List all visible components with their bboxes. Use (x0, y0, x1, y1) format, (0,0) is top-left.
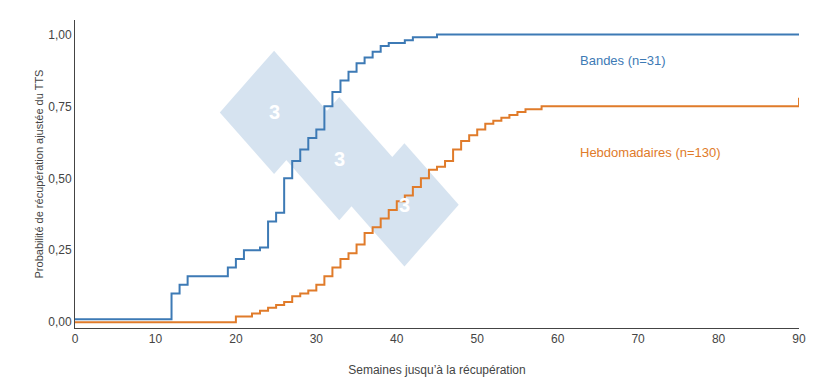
svg-text:0: 0 (72, 332, 79, 346)
svg-text:90: 90 (792, 332, 806, 346)
svg-text:0,25: 0,25 (48, 243, 72, 257)
svg-text:Hebdomadaires (n=130): Hebdomadaires (n=130) (580, 145, 721, 160)
svg-text:80: 80 (712, 332, 726, 346)
svg-text:3: 3 (399, 194, 410, 216)
svg-text:Probabilité de récupération aj: Probabilité de récupération ajustée du T… (33, 70, 45, 279)
svg-text:10: 10 (149, 332, 163, 346)
svg-text:0,75: 0,75 (48, 100, 72, 114)
svg-text:20: 20 (229, 332, 243, 346)
svg-text:Semaines jusqu’à la récupérati: Semaines jusqu’à la récupération (348, 363, 525, 377)
svg-text:60: 60 (551, 332, 565, 346)
svg-text:3: 3 (269, 101, 280, 123)
svg-text:50: 50 (471, 332, 485, 346)
svg-text:1,00: 1,00 (48, 28, 72, 42)
svg-text:40: 40 (390, 332, 404, 346)
svg-text:0,50: 0,50 (48, 172, 72, 186)
svg-text:0,00: 0,00 (48, 315, 72, 329)
svg-text:3: 3 (334, 148, 345, 170)
svg-text:30: 30 (310, 332, 324, 346)
svg-text:Bandes (n=31): Bandes (n=31) (580, 53, 666, 68)
svg-text:70: 70 (631, 332, 645, 346)
